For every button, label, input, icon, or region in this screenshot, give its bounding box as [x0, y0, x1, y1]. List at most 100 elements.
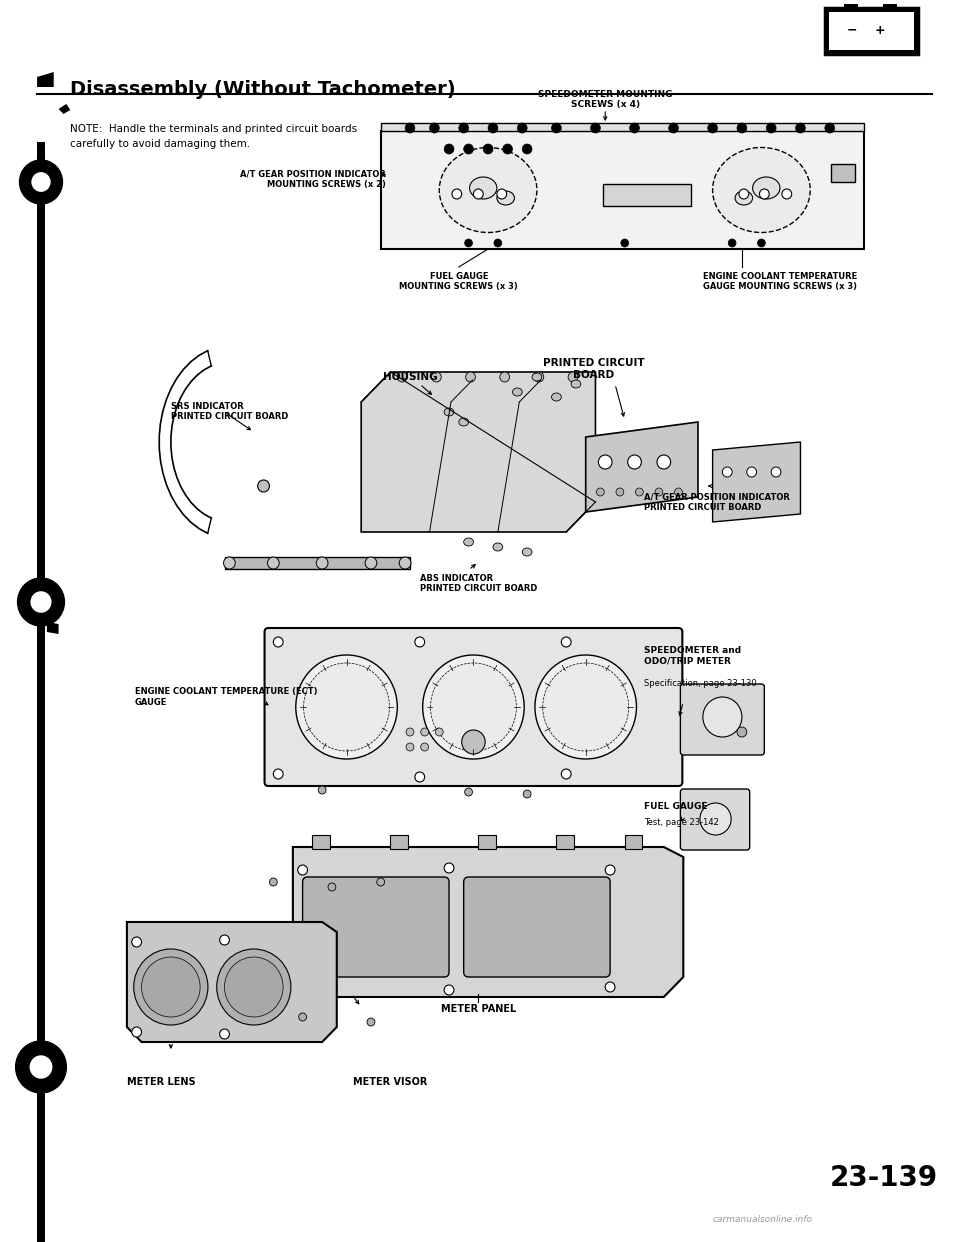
Bar — [603, 184, 691, 206]
Ellipse shape — [532, 373, 541, 381]
Bar — [225, 556, 410, 569]
Circle shape — [465, 787, 472, 796]
Text: ABS INDICATOR
PRINTED CIRCUIT BOARD: ABS INDICATOR PRINTED CIRCUIT BOARD — [420, 574, 538, 594]
Circle shape — [444, 144, 454, 154]
Circle shape — [700, 804, 732, 835]
Text: −    +: − + — [847, 25, 886, 37]
Circle shape — [422, 655, 524, 759]
Circle shape — [669, 123, 679, 133]
Ellipse shape — [440, 148, 537, 232]
Circle shape — [675, 488, 683, 496]
Text: HOUSING: HOUSING — [383, 373, 438, 383]
Circle shape — [397, 373, 407, 383]
Circle shape — [825, 123, 834, 133]
Circle shape — [534, 373, 543, 383]
Circle shape — [220, 1030, 229, 1040]
Circle shape — [562, 769, 571, 779]
Circle shape — [274, 769, 283, 779]
Circle shape — [636, 488, 643, 496]
Circle shape — [429, 123, 440, 133]
Circle shape — [436, 728, 444, 737]
Circle shape — [562, 637, 571, 647]
Text: SPEEDOMETER and
ODO/TRIP METER: SPEEDOMETER and ODO/TRIP METER — [644, 646, 741, 664]
Ellipse shape — [444, 409, 454, 416]
Circle shape — [444, 985, 454, 995]
Circle shape — [542, 663, 629, 751]
Circle shape — [462, 730, 485, 754]
Circle shape — [367, 1018, 374, 1026]
Circle shape — [523, 790, 531, 799]
Circle shape — [257, 479, 270, 492]
Circle shape — [655, 488, 662, 496]
Polygon shape — [361, 373, 595, 532]
Circle shape — [298, 864, 307, 876]
Circle shape — [483, 144, 493, 154]
Ellipse shape — [753, 178, 780, 199]
Circle shape — [299, 1013, 306, 1021]
Circle shape — [444, 863, 454, 873]
Polygon shape — [59, 104, 70, 114]
Text: A/T GEAR POSITION INDICATOR
PRINTED CIRCUIT BOARD: A/T GEAR POSITION INDICATOR PRINTED CIRC… — [644, 492, 790, 512]
Bar — [37, 142, 45, 1242]
Circle shape — [605, 982, 615, 992]
Circle shape — [596, 488, 604, 496]
Polygon shape — [127, 922, 337, 1042]
Circle shape — [473, 189, 483, 199]
Circle shape — [766, 123, 776, 133]
Circle shape — [729, 238, 736, 247]
Ellipse shape — [513, 388, 522, 396]
Circle shape — [430, 663, 516, 751]
Circle shape — [494, 238, 502, 247]
Circle shape — [377, 878, 385, 886]
Circle shape — [590, 123, 600, 133]
Circle shape — [220, 935, 229, 945]
Circle shape — [365, 556, 377, 569]
Circle shape — [132, 936, 141, 946]
Circle shape — [19, 160, 62, 204]
Circle shape — [616, 488, 624, 496]
Circle shape — [535, 655, 636, 759]
Circle shape — [30, 1056, 53, 1079]
Text: PRINTED CIRCUIT
BOARD: PRINTED CIRCUIT BOARD — [542, 359, 644, 380]
Text: NOTE:  Handle the terminals and printed circuit boards: NOTE: Handle the terminals and printed c… — [70, 124, 357, 134]
Circle shape — [771, 467, 780, 477]
Ellipse shape — [552, 392, 562, 401]
Circle shape — [225, 958, 283, 1017]
Ellipse shape — [459, 419, 468, 426]
FancyBboxPatch shape — [464, 877, 611, 977]
Ellipse shape — [522, 548, 532, 556]
Circle shape — [328, 883, 336, 891]
Text: carefully to avoid damaging them.: carefully to avoid damaging them. — [70, 139, 251, 149]
Ellipse shape — [712, 148, 810, 232]
Circle shape — [703, 697, 742, 737]
Circle shape — [568, 373, 578, 383]
Text: METER LENS: METER LENS — [127, 1077, 196, 1087]
Circle shape — [296, 655, 397, 759]
Circle shape — [464, 144, 473, 154]
Circle shape — [747, 467, 756, 477]
Ellipse shape — [464, 538, 473, 546]
FancyBboxPatch shape — [681, 789, 750, 850]
Circle shape — [415, 637, 424, 647]
Circle shape — [737, 727, 747, 737]
Circle shape — [459, 123, 468, 133]
Text: FUEL GAUGE
MOUNTING SCREWS (x 3): FUEL GAUGE MOUNTING SCREWS (x 3) — [399, 272, 518, 292]
Circle shape — [274, 637, 283, 647]
Circle shape — [298, 982, 307, 992]
Circle shape — [420, 728, 428, 737]
Circle shape — [598, 455, 612, 469]
Circle shape — [657, 455, 671, 469]
Text: Test, page 23-142: Test, page 23-142 — [644, 818, 719, 827]
Bar — [381, 123, 864, 130]
FancyBboxPatch shape — [681, 684, 764, 755]
Bar — [828, 12, 914, 50]
Circle shape — [722, 467, 732, 477]
Circle shape — [708, 123, 717, 133]
Circle shape — [488, 123, 498, 133]
Bar — [625, 835, 642, 850]
Circle shape — [17, 578, 64, 626]
Ellipse shape — [735, 191, 753, 205]
Circle shape — [517, 123, 527, 133]
Text: carmanualsonline.info: carmanualsonline.info — [712, 1215, 812, 1225]
Circle shape — [466, 373, 475, 383]
